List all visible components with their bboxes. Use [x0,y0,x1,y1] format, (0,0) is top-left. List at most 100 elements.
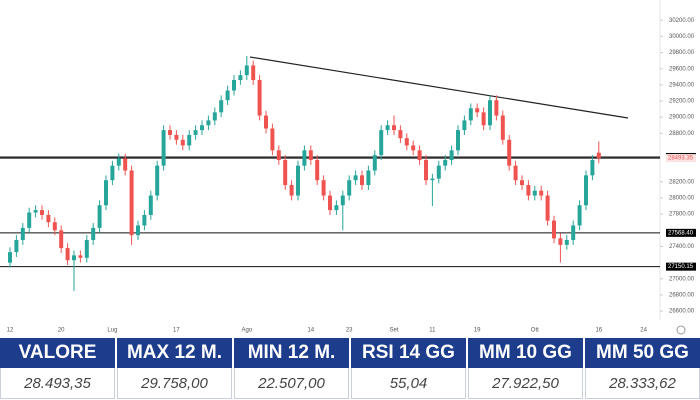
table-header: MM 50 GG [585,338,700,368]
candle-body [244,65,249,76]
x-tick-label: Ago [241,328,252,334]
candle-body [206,120,211,126]
table-header: MM 10 GG [468,338,583,368]
candle-body [212,112,217,121]
candle-body [360,175,364,186]
candle-body [123,158,128,171]
trend-line [249,56,629,119]
level-tag [666,262,696,271]
chart: 30200.00 30000.00 29800.00 29600.00 29400.00… [0,0,696,335]
table-cell: 55,04 [351,368,466,399]
candle-body [417,150,422,160]
candle-body [475,108,480,113]
candle-body [289,185,294,196]
x-tick-label: Lug [107,328,117,334]
candle-body [129,170,134,236]
candle-body [424,160,428,181]
candle-body [494,100,499,116]
candle-body [520,180,524,186]
candle-body [78,255,83,258]
candle-body [168,130,172,135]
table-cell: 28.333,62 [585,368,700,399]
candle-body [276,150,281,160]
candle-body [462,120,467,131]
candle-body [14,240,19,253]
candle-body [46,214,51,223]
candle-body [532,190,537,196]
candle-body [507,139,512,166]
candle-body [20,227,25,240]
candle-body [110,165,115,181]
candle-body [116,158,121,166]
candle-body [187,134,192,146]
level-label: 27150.15 [668,264,694,270]
y-tick-label: 27000.00 [669,276,695,282]
candle-body [481,112,486,126]
candle-body [8,252,12,263]
settings-icon[interactable] [676,325,686,335]
x-tick-label: 16 [595,328,602,334]
stats-table: VALORE 28.493,35 MAX 12 M. 29.758,00 MIN 12 … [0,338,700,400]
table-header: VALORE [0,338,115,368]
y-tick-label: 30000.00 [669,34,695,40]
candle-body [225,90,230,101]
candle-body [193,130,198,135]
candle-body [72,255,76,261]
candle-body [488,100,492,126]
y-tick-label: 29400.00 [669,82,695,88]
level-tag [666,154,696,163]
candle-body [347,180,352,196]
candle-body [33,210,38,213]
candle-body [283,160,288,186]
candle-body [136,225,140,236]
candle-body [539,190,544,196]
candle-body [411,145,416,151]
candle-body [398,130,403,139]
candle-body [564,240,569,245]
table-header: MIN 12 M. [234,338,349,368]
table-cell: 29.758,00 [117,368,232,399]
x-tick-label: 14 [307,328,314,334]
candle-body [545,195,550,221]
candle-body [590,160,595,176]
table-cell: 27.922,50 [468,368,583,399]
candle-body [526,185,531,196]
candle-body [353,175,358,181]
candle-body [328,195,332,211]
level-label: 28493.35 [668,156,694,162]
table-cell: 22.507,00 [234,368,349,399]
candle-body [513,165,518,181]
x-tick-label: 24 [640,328,647,334]
candle-body [40,210,44,215]
candle-body [84,240,89,258]
candle-body [443,160,448,166]
candle-body [308,150,313,160]
candle-body [52,222,57,231]
candle-body [155,165,160,196]
candle-body [142,214,147,226]
x-tick-label: 12 [7,328,14,334]
table-column: MIN 12 M. 22.507,00 [234,338,349,400]
level-tag [666,228,696,237]
candle-body [200,125,204,131]
candle-body [27,212,32,228]
y-tick-label: 28800.00 [669,131,695,137]
candle-body [430,178,435,181]
candle-body [379,130,384,156]
candle-body [571,225,576,240]
x-tick-label: Set [389,328,398,334]
candle-body [340,195,345,206]
candle-body [334,205,339,211]
candle-body [468,108,473,121]
table-column: VALORE 28.493,35 [0,338,115,400]
candle-body [577,205,582,226]
candle-body [251,65,256,80]
candle-body [91,227,96,240]
candle-body [372,155,377,171]
x-tick-label: 11 [429,328,436,334]
table-column: RSI 14 GG 55,04 [351,338,466,400]
y-tick-label: 29000.00 [669,115,695,121]
y-tick-label: 30200.00 [669,18,695,24]
candle-body [65,248,70,261]
